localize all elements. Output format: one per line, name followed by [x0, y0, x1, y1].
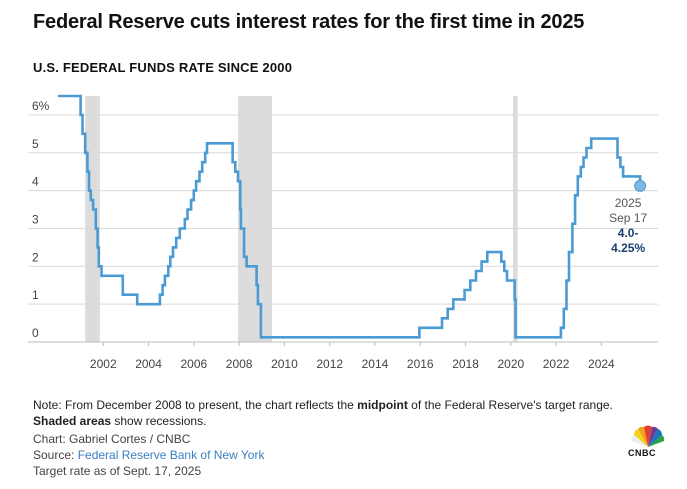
x-tick-label: 2002 [90, 357, 117, 371]
x-tick-label: 2010 [271, 357, 298, 371]
x-tick-label: 2004 [135, 357, 162, 371]
x-tick-label: 2018 [452, 357, 479, 371]
note-text-3: show recessions. [111, 414, 207, 428]
chart-subtitle: U.S. FEDERAL FUNDS RATE SINCE 2000 [33, 60, 293, 75]
recession-band-1 [238, 96, 272, 342]
x-tick-label: 2024 [588, 357, 615, 371]
source-label: Source: [33, 448, 78, 462]
chart-note: Note: From December 2008 to present, the… [33, 397, 633, 429]
x-tick-label: 2016 [407, 357, 434, 371]
x-tick-label: 2008 [226, 357, 253, 371]
fed-funds-chart: 0 1 2 3 4 5 6% 2002 2004 2006 2008 2010 2012 2014 201… [28, 94, 658, 371]
x-tick-label: 2022 [543, 357, 570, 371]
x-axis-ticks: 2002 2004 2006 2008 2010 2012 2014 2016 2018 2020… [90, 342, 615, 371]
note-text-1: Note: From December 2008 to present, the… [33, 398, 358, 412]
target-rate-date: Target rate as of Sept. 17, 2025 [33, 464, 202, 478]
gridlines [28, 114, 658, 343]
recession-band-2 [513, 96, 518, 342]
x-tick-label: 2014 [362, 357, 389, 371]
series-line-fed-funds-rate [58, 94, 642, 339]
y-tick-label: 1 [32, 288, 39, 302]
annotation-date: Sep 17 [609, 211, 647, 225]
y-tick-label: 2 [32, 250, 39, 264]
annotation-rate-high: 4.25% [611, 241, 645, 255]
cnbc-peacock-logo [631, 425, 665, 447]
y-tick-label: 5 [32, 137, 39, 151]
chart-credit: Chart: Gabriel Cortes / CNBC [33, 432, 191, 446]
chart-source: Source: Federal Reserve Bank of New York [33, 448, 264, 462]
annotation-year: 2025 [615, 196, 642, 210]
recession-band-0 [85, 96, 100, 342]
y-tick-label: 6% [32, 99, 50, 113]
y-tick-label: 3 [32, 212, 39, 226]
y-axis-ticks: 0 1 2 3 4 5 6% [32, 99, 50, 340]
chart-title: Federal Reserve cuts interest rates for … [33, 11, 585, 33]
note-bold-shaded: Shaded areas [33, 414, 112, 428]
cnbc-logo-text: CNBC [628, 448, 656, 458]
annotation-rate-low: 4.0- [618, 226, 639, 240]
x-tick-label: 2012 [316, 357, 343, 371]
x-tick-label: 2006 [180, 357, 207, 371]
source-link[interactable]: Federal Reserve Bank of New York [77, 448, 265, 462]
note-bold-midpoint: midpoint [357, 398, 408, 412]
y-tick-label: 4 [32, 175, 39, 189]
latest-rate-marker [634, 179, 647, 192]
y-tick-label: 0 [32, 326, 39, 340]
note-text-2: of the Federal Reserve's target range. [407, 398, 613, 412]
recession-bands [85, 96, 518, 342]
x-tick-label: 2020 [497, 357, 524, 371]
